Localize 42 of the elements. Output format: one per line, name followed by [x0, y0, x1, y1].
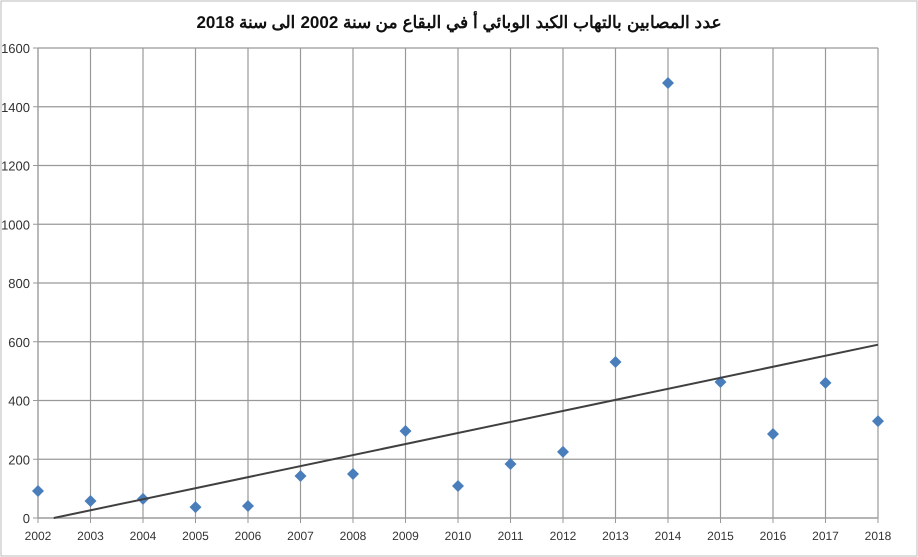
point	[84, 494, 96, 507]
x-tick-label: 2006	[234, 529, 262, 543]
point	[662, 76, 674, 89]
x-tick-label: 2014	[654, 529, 682, 543]
x-tick-label: 2008	[340, 529, 367, 543]
x-tick-label: 2002	[24, 529, 52, 543]
x-tick-label: 2015	[707, 529, 734, 543]
y-tick-label: 0	[22, 511, 30, 526]
x-tick-label: 2010	[444, 529, 472, 543]
y-tick-label: 1600	[1, 41, 30, 56]
x-tick-label: 2016	[760, 529, 787, 543]
point	[504, 458, 516, 470]
y-tick-label: 1400	[1, 100, 30, 115]
x-tick-label: 2011	[498, 529, 524, 543]
x-tick-label: 2005	[182, 529, 210, 543]
x-tick-label: 2012	[550, 529, 577, 543]
y-tick-label: 1000	[1, 217, 30, 232]
point	[820, 376, 832, 389]
point	[452, 480, 464, 492]
point	[610, 356, 622, 368]
y-tick-label: 1200	[1, 158, 30, 174]
y-tick-label: 800	[8, 276, 30, 291]
x-tick-label: 2007	[287, 529, 314, 543]
point	[242, 500, 254, 512]
point	[32, 484, 44, 497]
x-tick-label: 2009	[392, 529, 420, 543]
x-tick-label: 2018	[864, 529, 892, 543]
point	[400, 425, 412, 438]
x-tick-label: 2017	[812, 529, 840, 543]
point	[190, 501, 202, 514]
y-tick-label: 200	[8, 452, 30, 468]
point	[347, 468, 359, 480]
chart-title: عدد المصابين بالتهاب الكبد الوبائي أ في البقاع من سنة 2002 الى سنة 2018	[196, 10, 722, 33]
y-tick-label: 400	[8, 394, 30, 408]
point	[767, 428, 779, 440]
point	[557, 446, 569, 458]
y-tick-label: 600	[8, 334, 30, 350]
point	[294, 470, 306, 482]
x-tick-label: 2013	[602, 529, 630, 543]
point	[872, 415, 884, 428]
x-tick-label: 2004	[130, 529, 157, 543]
x-tick-label: 2003	[77, 529, 104, 543]
